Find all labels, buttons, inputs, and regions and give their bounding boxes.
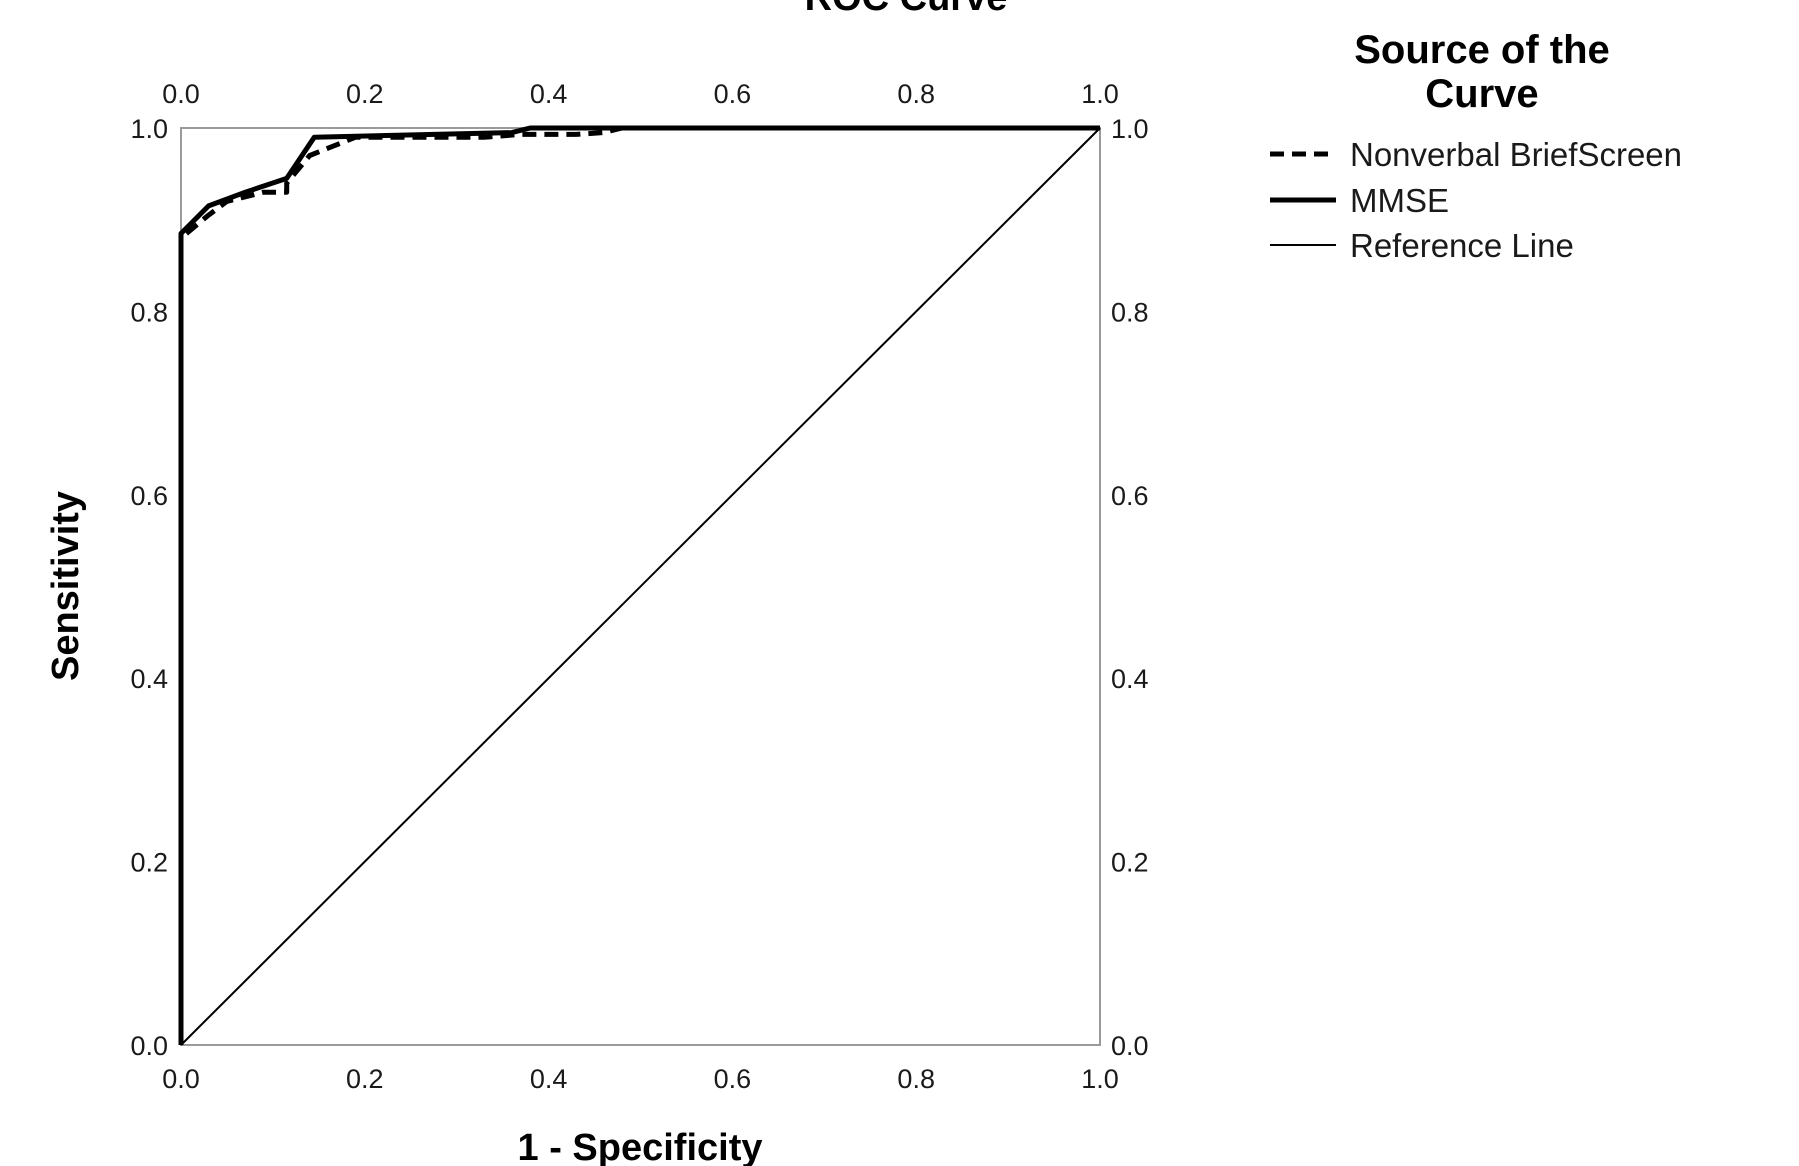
x-tick-label-bottom: 0.0 (162, 1064, 200, 1094)
legend-title-line2: Curve (1425, 72, 1538, 116)
x-tick-label-top: 1.0 (1081, 79, 1119, 109)
x-tick-label-bottom: 0.2 (346, 1064, 384, 1094)
x-tick-label-top: 0.6 (714, 79, 752, 109)
x-tick-label-top: 0.2 (346, 79, 384, 109)
y-tick-label-left: 0.2 (130, 848, 168, 878)
y-axis-title: Sensitivity (45, 491, 87, 681)
x-tick-label-top: 0.8 (897, 79, 935, 109)
y-tick-label-left: 0.4 (130, 664, 168, 694)
chart-title: ROC Curve (805, 0, 1008, 19)
y-tick-label-left: 1.0 (130, 114, 168, 144)
y-tick-label-right: 0.0 (1111, 1031, 1149, 1061)
y-tick-label-right: 0.8 (1111, 297, 1149, 327)
y-tick-label-right: 0.2 (1111, 848, 1149, 878)
x-tick-label-top: 0.4 (530, 79, 568, 109)
series-line-mmse (178, 125, 1100, 1045)
y-tick-label-left: 0.8 (130, 297, 168, 327)
y-tick-label-right: 0.4 (1111, 664, 1149, 694)
legend-title-line1: Source of the (1354, 28, 1610, 72)
x-axis-title: 1 - Specificity (518, 1127, 763, 1166)
legend-label: Nonverbal BriefScreen (1350, 136, 1682, 173)
x-tick-label-bottom: 0.6 (714, 1064, 752, 1094)
x-tick-label-bottom: 1.0 (1081, 1064, 1119, 1094)
y-tick-label-right: 1.0 (1111, 114, 1149, 144)
y-tick-label-left: 0.6 (130, 481, 168, 511)
x-tick-label-bottom: 0.4 (530, 1064, 568, 1094)
x-tick-label-top: 0.0 (162, 79, 200, 109)
series-line-nonverbal-briefscreen (178, 125, 1100, 1045)
legend-label: MMSE (1350, 182, 1449, 219)
y-tick-label-right: 0.6 (1111, 481, 1149, 511)
legend-label: Reference Line (1350, 227, 1574, 264)
y-tick-label-left: 0.0 (130, 1031, 168, 1061)
legend: Source of the Curve Nonverbal BriefScree… (1270, 28, 1682, 264)
x-tick-label-bottom: 0.8 (897, 1064, 935, 1094)
series-line-reference-line (180, 127, 1101, 1046)
